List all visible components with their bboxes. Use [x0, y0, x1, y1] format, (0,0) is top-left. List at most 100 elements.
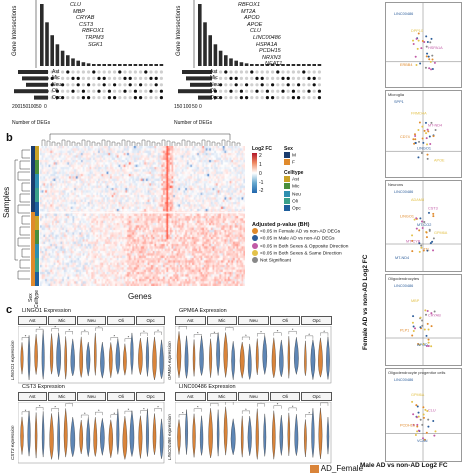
gene-point: [424, 66, 427, 69]
membership-dot: [229, 89, 233, 93]
membership-dot: [118, 96, 122, 100]
celltype-segment: [35, 188, 39, 202]
gene-point-label: FRMD4A: [411, 112, 427, 116]
side-label-celltype: Celltype: [34, 289, 40, 308]
violin: [216, 332, 221, 376]
membership-dot: [224, 89, 228, 93]
celltype-legend-item: Mic: [284, 183, 303, 190]
violin-plot-area: * * * * * * * * * *: [175, 402, 332, 464]
scatter-title: Microglia: [388, 92, 405, 97]
gene-point: [419, 217, 422, 220]
celltype-legend: Celltype Ast Mic Neu Oli Opc: [284, 170, 303, 212]
gene-point: [414, 135, 417, 138]
scatter-panel: Microglia SPP1 FRMD4A MT-ND4 CD74 LINGO1 APOE: [385, 90, 462, 178]
membership-dot: [123, 83, 127, 87]
gene-point: [422, 141, 425, 144]
membership-dot: [234, 83, 238, 87]
intersection-bar: [133, 64, 138, 66]
padj-legend-item: <0.05 in Female AD vs non-AD DEGs: [252, 228, 348, 235]
intersection-bar: [45, 22, 49, 66]
colorbar-tick: 0: [259, 171, 262, 177]
violin: [70, 417, 76, 458]
gene-point: [421, 220, 424, 223]
gene-point-label: ADAM8: [411, 198, 424, 202]
membership-dot: [286, 96, 290, 100]
intersection-bar: [76, 60, 80, 66]
strip-opc: Opc: [136, 316, 165, 325]
gene-point-label: APOD: [417, 343, 428, 347]
intersection-bar: [218, 50, 223, 66]
gene-point-label: MT-CO2: [417, 223, 431, 227]
gene-point: [424, 408, 427, 411]
membership-dot: [50, 83, 54, 87]
gene-point: [426, 143, 429, 146]
gene-point-label: CST3: [428, 206, 438, 210]
violin: [108, 419, 113, 458]
significance-bracket: [320, 332, 329, 336]
intersection-bar: [50, 35, 54, 66]
gene-point-label: LINC00486: [394, 12, 413, 16]
gene-point-label: LINGO1: [400, 215, 414, 219]
gene-label: NRXN3: [262, 54, 281, 61]
membership-dot: [281, 70, 285, 74]
intersection-bar: [102, 64, 106, 66]
membership-dot: [113, 76, 117, 80]
membership-dot: [102, 83, 106, 87]
padj-legend-label: <0.05 in Both Sexes & Same Direction: [260, 251, 342, 257]
gene-point: [432, 212, 435, 215]
strip-mic: Mic: [47, 316, 77, 325]
gene-point: [412, 330, 415, 333]
membership-dot: [255, 70, 259, 74]
intersection-bar: [60, 50, 65, 66]
violin-legend: AD_Female: [310, 464, 363, 473]
gene-point: [428, 58, 431, 61]
gene-point: [434, 129, 437, 132]
membership-dot: [123, 89, 127, 93]
membership-dot: [224, 76, 228, 80]
gene-point: [425, 55, 428, 58]
membership-dot: [213, 83, 217, 87]
membership-dot: [219, 76, 223, 80]
membership-dot: [265, 89, 269, 93]
violin: [199, 415, 204, 456]
significance-bracket: [178, 326, 187, 330]
gene-point: [426, 128, 429, 131]
gene-point-label: LINC00486: [394, 378, 413, 382]
intersection-bar: [66, 55, 70, 66]
gene-point: [429, 142, 432, 145]
membership-dot: [317, 76, 321, 80]
membership-dot: [159, 83, 163, 87]
gene-point: [416, 430, 419, 433]
strip-mic: Mic: [206, 392, 238, 401]
membership-dot: [144, 89, 148, 93]
gene-point: [426, 249, 429, 252]
membership-dot: [307, 76, 311, 80]
significance-bracket: [257, 403, 265, 407]
intersection-bar: [302, 64, 306, 66]
violin: [240, 415, 244, 458]
membership-dot: [286, 89, 290, 93]
gene-point: [412, 315, 415, 318]
gene-point-label: GPM6A: [411, 393, 425, 397]
membership-dot: [102, 70, 106, 74]
membership-dot: [154, 76, 158, 80]
intersection-bar: [312, 64, 316, 66]
membership-dot: [113, 96, 117, 100]
significance-bracket: [95, 327, 103, 331]
membership-dot: [55, 89, 60, 93]
samples-label: Samples: [2, 186, 11, 218]
violin: [263, 413, 267, 457]
significance-star: *: [143, 329, 145, 334]
significance-bracket: [193, 408, 202, 412]
padj-legend-item: <0.05 in Both Sexes & Same Direction: [252, 249, 348, 257]
gene-point: [433, 61, 436, 64]
strip-opc: Opc: [136, 392, 165, 401]
membership-dot: [87, 83, 91, 87]
gene-label: CLU: [70, 2, 82, 8]
intersection-bar: [55, 44, 60, 66]
membership-dot: [139, 83, 143, 87]
membership-dot: [76, 70, 80, 74]
violin: [146, 408, 149, 457]
colorbar-tick: 1: [259, 162, 262, 168]
significance-bracket: [81, 414, 89, 418]
